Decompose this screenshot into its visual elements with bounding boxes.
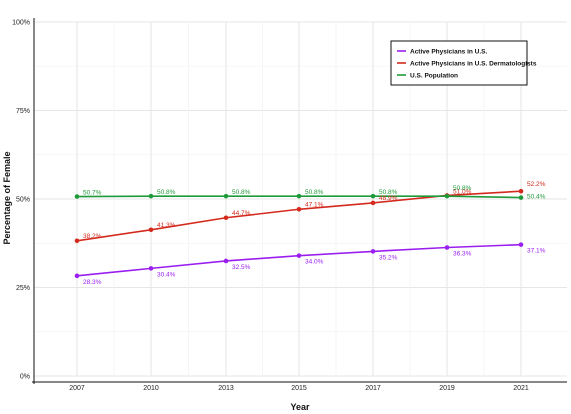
data-point: [223, 258, 229, 264]
data-label: 52.2%: [527, 181, 546, 188]
x-tick-label: 2015: [291, 385, 307, 392]
data-labels: 28.3% 30.4% 32.5% 34.0% 35.2% 36.3% 37.1% 38.2%…: [83, 181, 546, 286]
data-label: 50.8%: [305, 189, 324, 196]
data-label: 44.7%: [232, 210, 251, 217]
data-label: 51.0%: [453, 188, 472, 195]
data-point: [370, 249, 376, 254]
data-label: 35.2%: [379, 254, 398, 261]
data-point: [518, 242, 524, 247]
data-point: [296, 193, 302, 199]
data-point: [370, 200, 376, 206]
data-label: 38.2%: [83, 233, 102, 240]
data-point: [370, 193, 376, 199]
data-label: 47.1%: [305, 201, 324, 208]
y-axis-title: Percentage of Female: [2, 151, 12, 244]
data-label: 50.4%: [527, 194, 546, 201]
data-point: [444, 245, 450, 250]
data-point: [518, 195, 524, 200]
data-point: [148, 227, 154, 233]
data-point: [444, 193, 450, 199]
data-label: 30.4%: [157, 271, 176, 278]
legend-label: Active Physicians in U.S.: [410, 48, 488, 55]
legend-label: Active Physicians in U.S. Dermatologists: [410, 60, 537, 67]
legend-box: [390, 40, 528, 86]
x-axis-title: Year: [290, 402, 310, 412]
data-label: 50.8%: [157, 189, 176, 196]
data-label: 32.5%: [232, 264, 251, 271]
data-label: 37.1%: [527, 248, 546, 255]
grid: [34, 21, 567, 377]
data-label: 36.3%: [453, 250, 472, 257]
x-tick-label: 2017: [365, 385, 381, 392]
data-label: 50.8%: [232, 189, 251, 196]
legend: Active Physicians in U.S. Active Physicia…: [390, 40, 537, 86]
data-label: 50.8%: [453, 185, 472, 192]
data-label: 41.3%: [157, 222, 176, 229]
data-point: [148, 266, 154, 271]
x-tick-label: 2010: [143, 385, 159, 392]
y-tick-label: 75%: [16, 108, 30, 115]
data-label: 50.8%: [379, 189, 398, 196]
series: [74, 188, 524, 279]
y-tick-label: 0%: [20, 374, 30, 381]
data-point: [296, 253, 302, 258]
y-tick-label: 50%: [16, 197, 30, 204]
data-label: 48.9%: [379, 195, 398, 202]
data-point: [74, 273, 80, 279]
data-label: 28.3%: [83, 279, 102, 286]
data-point: [518, 188, 524, 194]
legend-label: U.S. Population: [410, 72, 458, 79]
axes: 0% 25% 50% 75% 100% 2007 2010 2013 2015 2017 2019 2…: [12, 18, 567, 392]
data-point: [223, 193, 229, 199]
x-tick-label: 2019: [439, 385, 455, 392]
x-tick-label: 2013: [218, 385, 234, 392]
data-point: [74, 194, 80, 199]
data-label: 50.7%: [83, 190, 102, 197]
x-tick-label: 2021: [513, 385, 529, 392]
y-tick-label: 100%: [12, 20, 30, 27]
data-point: [296, 206, 302, 212]
x-tick-label: 2007: [69, 385, 85, 392]
data-point: [148, 193, 154, 199]
data-point: [74, 238, 80, 244]
data-point: [223, 215, 229, 221]
y-tick-label: 25%: [16, 285, 30, 292]
data-label: 34.0%: [305, 259, 324, 266]
